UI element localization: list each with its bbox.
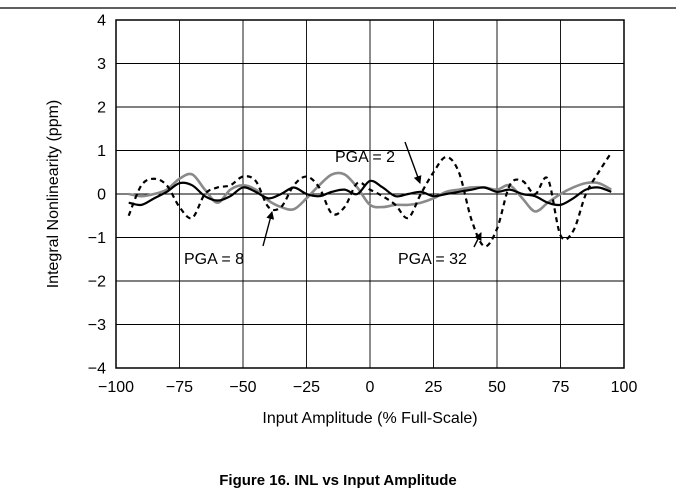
plot-frame [115, 19, 625, 369]
series-line-pga-8 [128, 171, 612, 213]
x-tick-label: −75 [166, 379, 193, 396]
x-tick-label: 50 [488, 379, 506, 396]
y-tick-label: 4 [97, 13, 106, 30]
annotation-arrow-pga-32 [473, 232, 482, 248]
x-tick-label: 75 [552, 379, 570, 396]
y-tick-label: −3 [88, 317, 106, 334]
x-tick-label: −100 [98, 379, 134, 396]
series-line-pga-32 [127, 152, 613, 248]
x-tick-label: 25 [425, 379, 443, 396]
annotation-arrow-pga-8 [262, 211, 275, 247]
y-tick-label: 1 [97, 143, 106, 160]
y-tick-label: 2 [97, 100, 106, 117]
y-axis-label: Integral Nonlinearity (ppm) [45, 100, 62, 289]
x-axis-label: Input Amplitude (% Full-Scale) [262, 410, 477, 427]
x-tick-label: −50 [229, 379, 256, 396]
x-tick-label: −25 [293, 379, 320, 396]
x-tick-label: 100 [611, 379, 638, 396]
figure-caption: Figure 16. INL vs Input Amplitude [219, 472, 457, 489]
y-tick-label: 3 [97, 56, 106, 73]
annotation-label-pga-2: PGA = 2 [335, 149, 395, 166]
y-tick-label: −2 [88, 274, 106, 291]
series-line-pga-2 [128, 179, 612, 207]
annotation-label-pga-8: PGA = 8 [184, 251, 244, 268]
annotation-label-pga-32: PGA = 32 [398, 251, 467, 268]
y-tick-label: −1 [88, 230, 106, 247]
x-tick-label: 0 [366, 379, 375, 396]
annotation-arrow-pga-2 [404, 141, 422, 184]
y-tick-label: 0 [97, 187, 106, 204]
y-tick-label: −4 [88, 361, 106, 378]
